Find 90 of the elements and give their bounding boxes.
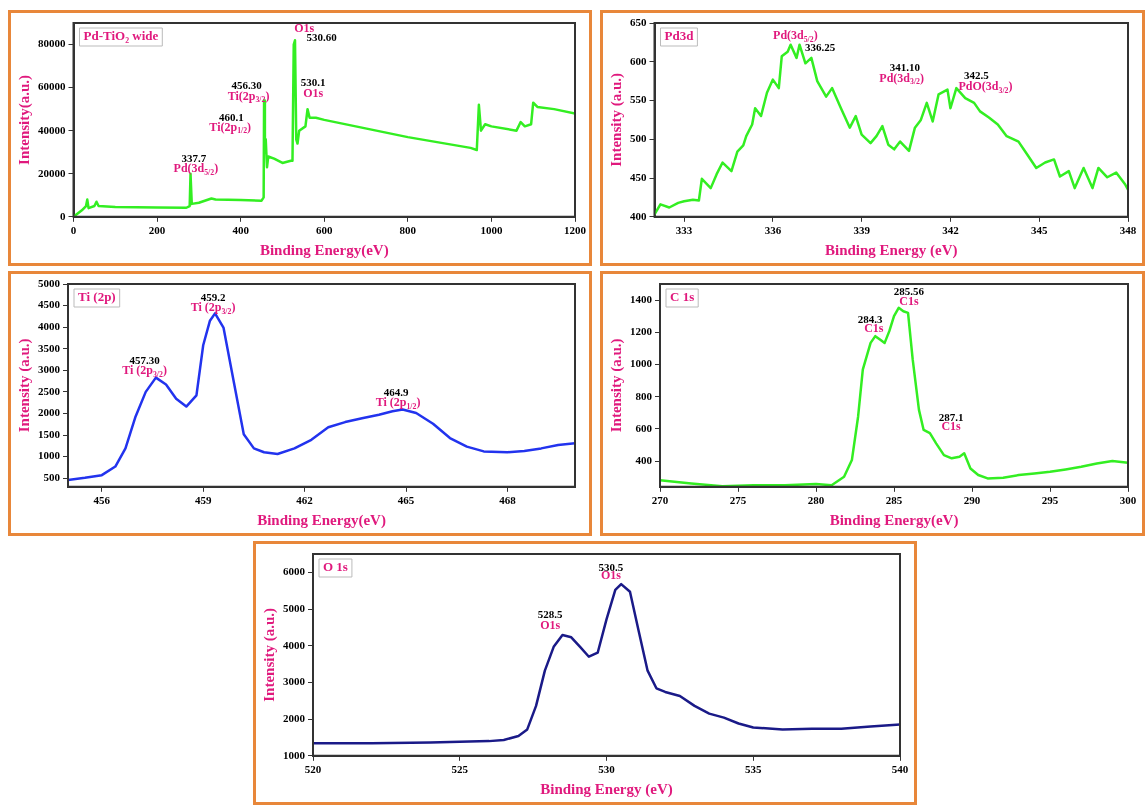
annotation: 342.5	[964, 69, 990, 82]
y-tick-label: 2000	[38, 406, 61, 419]
x-tick-label: 275	[729, 494, 747, 507]
annotation: 285.56	[893, 284, 925, 297]
x-tick-label: 295	[1041, 494, 1059, 507]
x-tick-label: 342	[942, 224, 960, 237]
x-tick-label: 459	[194, 494, 212, 507]
x-tick-label: 530	[598, 763, 616, 776]
x-axis-title: Binding Energy (eV)	[540, 780, 673, 798]
chart-title: Pd3d	[664, 28, 695, 44]
x-tick-label: 465	[397, 494, 415, 507]
annotation: 530.1	[300, 76, 326, 89]
x-tick-label: 400	[232, 224, 250, 237]
y-tick-label: 80000	[38, 37, 66, 50]
y-tick-label: 1500	[38, 427, 61, 440]
y-tick-label: 40000	[38, 123, 66, 136]
x-axis-title: Binding Energy (eV)	[824, 241, 958, 259]
x-tick-label: 200	[148, 224, 166, 237]
chart-title: Ti (2p)	[78, 289, 116, 305]
x-tick-label: 468	[499, 494, 517, 507]
y-tick-label: 450	[630, 170, 647, 183]
y-tick-label: 500	[630, 132, 647, 145]
chart-title: O 1s	[323, 559, 348, 575]
y-tick-label: 500	[43, 471, 61, 484]
y-tick-label: 1000	[38, 449, 61, 462]
y-tick-label: 20000	[38, 166, 66, 179]
y-tick-label: 400	[630, 209, 647, 222]
y-tick-label: 60000	[38, 80, 66, 93]
y-tick-label: 1200	[630, 325, 653, 338]
x-tick-label: 800	[399, 224, 417, 237]
y-tick-label: 1000	[630, 357, 653, 370]
annotation: 457.30	[129, 354, 161, 367]
y-tick-label: 4000	[38, 319, 61, 332]
y-tick-label: 2500	[38, 384, 61, 397]
y-tick-label: 600	[630, 54, 647, 67]
x-tick-label: 520	[304, 763, 322, 776]
x-axis-title: Binding Energy(eV)	[259, 241, 389, 259]
y-tick-label: 800	[635, 389, 653, 402]
x-tick-label: 270	[651, 494, 669, 507]
y-tick-label: 3500	[38, 341, 61, 354]
y-tick-label: 400	[635, 453, 653, 466]
x-tick-label: 290	[963, 494, 981, 507]
x-tick-label: 0	[70, 224, 77, 237]
chart-title: Pd-TiO₂ wide	[83, 28, 159, 44]
y-tick-label: 600	[635, 421, 653, 434]
x-tick-label: 600	[316, 224, 333, 237]
annotation: 456.30	[231, 78, 263, 91]
x-tick-label: 1200	[564, 224, 587, 237]
x-tick-label: 336	[764, 224, 782, 237]
x-tick-label: 462	[296, 494, 314, 507]
annotation: 341.10	[889, 60, 921, 73]
y-tick-label: 3000	[283, 675, 306, 688]
x-tick-label: 1000	[480, 224, 503, 237]
x-tick-label: 345	[1030, 224, 1048, 237]
x-tick-label: 348	[1119, 224, 1137, 237]
y-tick-label: 1000	[283, 748, 306, 761]
x-tick-label: 285	[885, 494, 903, 507]
y-tick-label: 650	[630, 15, 647, 28]
y-axis-title: Intensity (a.u.)	[607, 338, 625, 433]
annotation: 459.2	[200, 291, 226, 304]
y-tick-label: 4000	[283, 638, 306, 651]
x-tick-label: 540	[891, 763, 909, 776]
x-tick-label: 525	[451, 763, 469, 776]
y-tick-label: 3000	[38, 363, 61, 376]
y-tick-label: 5000	[283, 601, 306, 614]
y-tick-label: 2000	[283, 711, 306, 724]
annotation: 464.9	[383, 386, 409, 399]
annotation: O1s	[303, 86, 324, 101]
y-tick-label: 550	[630, 93, 647, 106]
x-tick-label: 456	[93, 494, 111, 507]
y-tick-label: 1400	[630, 292, 653, 305]
y-axis-title: Intensity (a.u.)	[260, 608, 278, 702]
x-tick-label: 333	[675, 224, 693, 237]
y-tick-label: 5000	[38, 276, 61, 289]
y-tick-label: 0	[60, 209, 66, 222]
annotation: 460.1	[219, 110, 244, 123]
x-tick-label: 300	[1119, 494, 1137, 507]
y-tick-label: 4500	[38, 298, 61, 311]
x-tick-label: 280	[807, 494, 825, 507]
x-axis-title: Binding Energy(eV)	[829, 511, 959, 529]
y-axis-title: Intensity(a.u.)	[15, 74, 33, 165]
x-axis-title: Binding Energy(eV)	[257, 511, 386, 529]
y-axis-title: Intensity (a.u.)	[15, 338, 33, 433]
annotation: 337.7	[181, 152, 207, 165]
x-tick-label: 535	[745, 763, 762, 776]
x-tick-label: 339	[853, 224, 871, 237]
chart-title: C 1s	[670, 289, 695, 305]
y-axis-title: Intensity (a.u.)	[607, 73, 625, 167]
annotation: 287.1	[938, 411, 964, 424]
y-tick-label: 6000	[283, 565, 306, 578]
